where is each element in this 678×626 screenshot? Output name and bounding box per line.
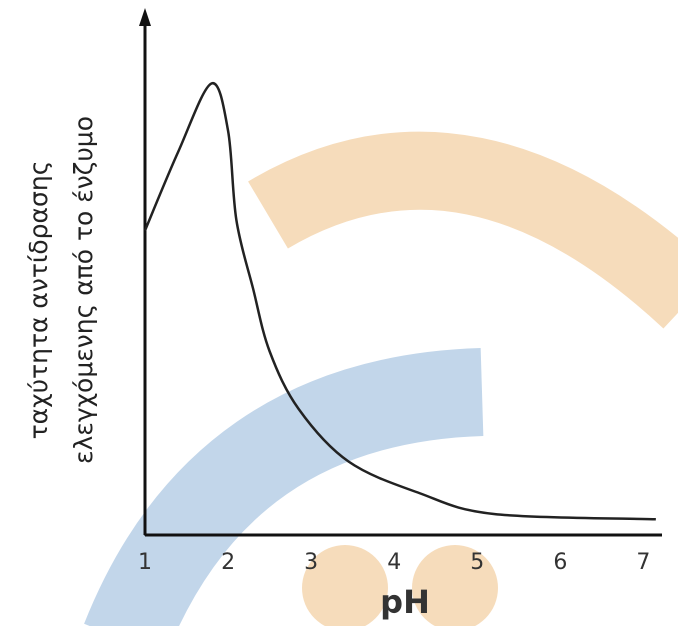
x-axis-label: pH [380, 583, 430, 621]
background-decoration [84, 131, 678, 626]
x-tick-label: 2 [221, 550, 235, 575]
x-tick-label: 5 [470, 550, 484, 575]
orange-circle [412, 545, 498, 626]
orange-arc [248, 131, 678, 329]
x-tick-label: 1 [138, 550, 152, 575]
line [143, 82, 656, 521]
x-tick-label: 3 [304, 550, 318, 575]
y-axis-label: ελεγχόμενης από το ένζυμο [69, 116, 98, 464]
orange-circle [302, 545, 388, 626]
blue-arc [84, 348, 484, 626]
x-tick-label: 6 [553, 550, 567, 575]
y-axis-label: ταχύτητα αντίδρασης [24, 161, 53, 440]
x-tick-label: 4 [387, 550, 401, 575]
y-axis-arrow [139, 8, 151, 26]
x-tick-label: 7 [636, 550, 650, 575]
